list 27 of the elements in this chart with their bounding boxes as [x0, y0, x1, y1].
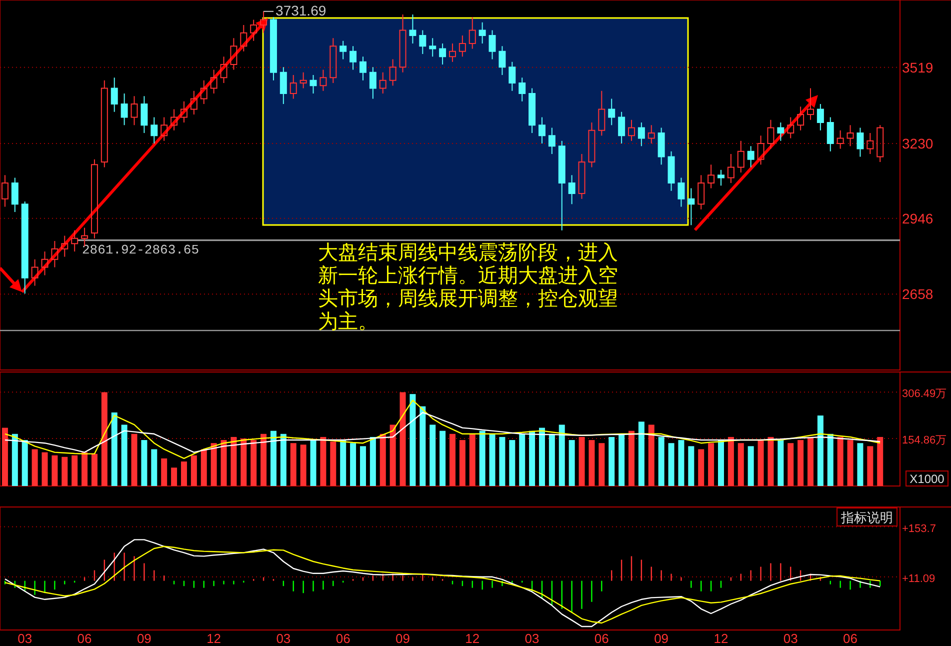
x-tick-label: 06: [594, 631, 609, 646]
y-tick-label: 3519: [902, 59, 934, 76]
x-tick-label: 03: [18, 631, 32, 646]
y-tick-label: 2946: [902, 210, 934, 226]
x-tick-label: 06: [843, 631, 858, 646]
x-tick-label: 09: [136, 631, 152, 646]
x-tick-label: 12: [714, 631, 728, 646]
x-tick-label: 12: [206, 631, 222, 646]
x-tick-label: 12: [465, 631, 480, 646]
y-tick-label: 3230: [902, 136, 934, 152]
annotation: 指标说明: [840, 511, 893, 526]
y-tick-label: 154.86万: [902, 434, 947, 447]
x-tick-label: 06: [336, 631, 350, 646]
x-tick-label: 03: [783, 631, 798, 646]
y-tick-label: 306.49万: [902, 388, 947, 400]
y-tick-label: 2658: [902, 286, 934, 302]
x-tick-label: 06: [77, 631, 92, 646]
annotation: 3731.69: [276, 2, 326, 18]
y-tick-label: +153.7: [902, 522, 936, 535]
x-tick-label: 09: [654, 631, 669, 646]
annotation: 大盘结束周线中线震荡阶段，进入新一轮上涨行情。近期大盘进入空头市场，周线展开调整，控仓观望为主。: [318, 240, 618, 333]
y-tick-label: +11.09: [902, 572, 936, 585]
x-tick-label: 03: [276, 631, 291, 646]
text: X1000: [910, 472, 945, 486]
x-tick-label: 09: [396, 631, 410, 646]
band-label: 2861.92-2863.65: [82, 242, 200, 258]
x-tick-label: 03: [524, 631, 540, 646]
